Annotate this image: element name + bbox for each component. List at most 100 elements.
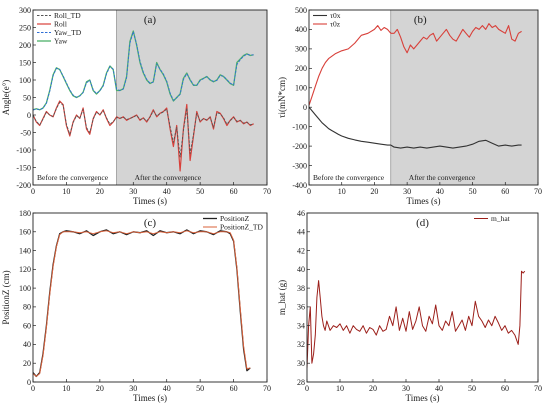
legend-label: τ0z <box>330 20 341 29</box>
series-group <box>309 23 522 149</box>
y-tick-label: 50 <box>23 93 31 102</box>
region-label-before: Before the convergence <box>37 173 109 182</box>
x-tick-label: 10 <box>336 384 344 393</box>
y-tick-label: 100 <box>295 84 307 93</box>
panel-label: (b) <box>414 14 427 26</box>
y-tick-label: 20 <box>23 359 31 368</box>
chart-panel-c: 0 10 20 30 40 50 60 70 0 20 40 60 80 100 120 140 160 180 T… <box>1 209 271 403</box>
y-tick-label: 42 <box>297 246 305 255</box>
x-tick-label: 30 <box>129 384 137 393</box>
region-label-before: Before the convergence <box>313 173 385 182</box>
y-tick-label: 160 <box>19 228 31 237</box>
legend-label: PositionZ <box>220 214 250 223</box>
series-line-τ0x <box>309 106 522 149</box>
y-tick-label: -200 <box>16 181 31 190</box>
x-tick-label: 70 <box>263 187 271 196</box>
x-tick-label: 30 <box>403 187 411 196</box>
y-tick-label: 28 <box>297 378 305 387</box>
x-tick-label: 0 <box>31 384 35 393</box>
y-tick-label: 200 <box>19 41 31 50</box>
y-tick-label: -200 <box>292 142 307 151</box>
shaded-region <box>390 10 538 185</box>
x-tick-label: 40 <box>436 187 444 196</box>
y-tick-label: 34 <box>297 321 305 330</box>
y-tick-label: 80 <box>23 303 31 312</box>
x-tick-label: 20 <box>96 187 104 196</box>
x-tick-label: 40 <box>163 187 171 196</box>
series-line-τ0z <box>309 23 522 106</box>
x-tick-label: 50 <box>469 187 477 196</box>
x-tick-label: 10 <box>338 187 346 196</box>
y-tick-label: 38 <box>297 284 305 293</box>
y-tick-label: -150 <box>16 163 31 172</box>
chart-panel-d: 0 10 20 30 40 50 60 70 28 30 32 34 36 38 40 42 44 46 Times… <box>277 209 542 403</box>
y-tick-label: -400 <box>292 181 307 190</box>
y-axis-label: PositionZ (cm) <box>1 270 11 324</box>
y-tick-label: 200 <box>295 64 307 73</box>
y-tick-label: -300 <box>292 161 307 170</box>
y-tick-label: 120 <box>19 265 31 274</box>
x-tick-label: 0 <box>307 187 311 196</box>
y-tick-label: 140 <box>19 246 31 255</box>
y-tick-label: 36 <box>297 303 305 312</box>
x-tick-label: 20 <box>370 187 378 196</box>
y-tick-label: 500 <box>295 6 307 15</box>
y-tick-label: 150 <box>19 58 31 67</box>
series-group <box>307 270 526 368</box>
plot-frame <box>306 212 539 383</box>
legend-label: τ0x <box>330 11 341 20</box>
y-tick-label: -100 <box>16 146 31 155</box>
x-tick-label: 70 <box>263 384 271 393</box>
panel-label: (d) <box>416 217 429 229</box>
y-tick-label: -50 <box>20 128 31 137</box>
region-label-after: After the convergence <box>409 173 476 182</box>
y-tick-label: 44 <box>297 228 305 237</box>
x-axis-label: Times (s) <box>133 196 167 206</box>
y-tick-label: 32 <box>297 340 305 349</box>
x-tick-label: 30 <box>402 384 410 393</box>
y-tick-label: -100 <box>292 122 307 131</box>
x-tick-label: 70 <box>534 187 542 196</box>
y-tick-label: 0 <box>27 378 31 387</box>
shaded-region <box>116 10 267 185</box>
panel-label: (a) <box>144 14 157 26</box>
x-tick-label: 70 <box>534 384 542 393</box>
y-tick-label: 250 <box>19 23 31 32</box>
y-tick-label: 30 <box>297 359 305 368</box>
x-tick-label: 20 <box>96 384 104 393</box>
y-tick-label: 40 <box>23 340 31 349</box>
x-axis-label: Times (s) <box>407 196 441 206</box>
legend-label: Roll_TD <box>54 11 81 20</box>
x-tick-label: 30 <box>129 187 137 196</box>
y-tick-label: 0 <box>27 111 31 120</box>
series-line-Yaw_TD <box>33 31 254 111</box>
y-axis-label: Angle(e°) <box>1 80 11 116</box>
region-label-after: After the convergence <box>135 173 202 182</box>
chart-panel-a: 0 10 20 30 40 50 60 70 -200 -150 -100 -50 0 50 100 150 2… <box>1 6 271 206</box>
legend-label: Roll <box>54 20 67 29</box>
x-tick-label: 10 <box>62 187 70 196</box>
x-tick-label: 10 <box>62 384 70 393</box>
y-tick-label: 100 <box>19 76 31 85</box>
y-tick-label: 60 <box>23 321 31 330</box>
legend-label: Yaw <box>54 37 68 46</box>
x-tick-label: 0 <box>31 187 35 196</box>
y-axis-label: m_hat (g) <box>277 280 287 315</box>
y-tick-label: 46 <box>297 209 305 218</box>
panel-label: (c) <box>144 217 157 229</box>
x-axis-label: Times (s) <box>133 393 167 403</box>
y-tick-label: 40 <box>297 265 305 274</box>
series-line-Roll_TD <box>33 101 254 158</box>
series-group <box>33 229 251 378</box>
x-tick-label: 50 <box>196 384 204 393</box>
series-line-PositionZ_TD <box>33 230 251 377</box>
legend: m_hat <box>474 214 511 223</box>
y-tick-label: 0 <box>303 103 307 112</box>
x-tick-label: 40 <box>163 384 171 393</box>
x-tick-label: 60 <box>501 187 509 196</box>
x-tick-label: 50 <box>468 384 476 393</box>
